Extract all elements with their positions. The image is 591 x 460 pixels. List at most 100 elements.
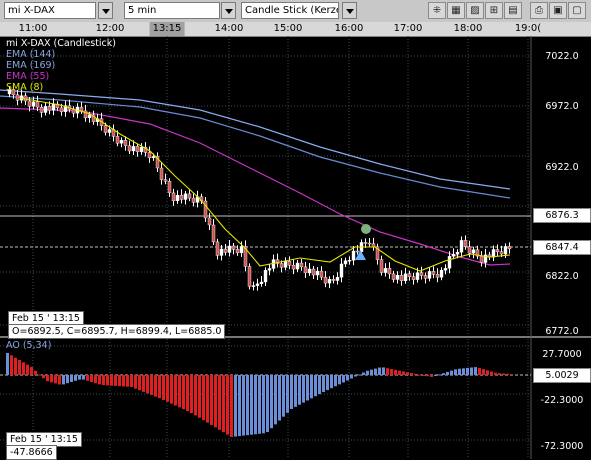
ao-bar: [462, 368, 465, 375]
ao-bar: [102, 375, 105, 386]
ao-bar: [350, 375, 353, 379]
ao-bar: [410, 373, 413, 375]
candle-body: [311, 268, 316, 276]
candle-body: [39, 106, 44, 113]
candlesticks: [7, 85, 512, 291]
ao-bar: [294, 375, 297, 407]
candle-body: [319, 270, 324, 278]
ao-bar: [14, 357, 17, 375]
ao-bar: [474, 367, 477, 375]
candle-body: [395, 274, 400, 280]
ao-bar: [238, 375, 241, 437]
print-icon[interactable]: ⎙: [530, 2, 548, 19]
settings-icon[interactable]: ▣: [549, 2, 567, 19]
ao-bar: [10, 355, 13, 375]
ao-bar: [326, 375, 329, 391]
candle-body: [127, 145, 132, 152]
ao-bar: [58, 375, 61, 385]
ao-bar: [198, 375, 201, 418]
candle-body: [171, 192, 176, 202]
ao-bar: [422, 375, 425, 376]
signal-marker-dot[interactable]: [361, 224, 371, 234]
candle-body: [51, 103, 56, 111]
ao-bar: [210, 375, 213, 425]
ao-bar: [206, 375, 209, 423]
ao-bar: [382, 367, 385, 375]
candle-body: [327, 278, 332, 284]
time-label: 12:00: [95, 23, 125, 34]
ao-bar: [6, 353, 9, 375]
candle-body: [383, 268, 388, 273]
candle-body: [279, 263, 284, 268]
line-tool-icon[interactable]: ⊞: [485, 2, 503, 19]
price-label: 6772.0: [545, 326, 579, 337]
ao-bar: [82, 375, 85, 380]
ao-bar: [54, 375, 57, 384]
candle-body: [227, 245, 232, 253]
candle-body: [27, 100, 32, 107]
candle-body: [339, 263, 344, 278]
instrument-dropdown-button[interactable]: [98, 2, 113, 19]
ao-bar: [266, 375, 269, 433]
ao-bar: [18, 360, 21, 375]
candle-body: [331, 278, 336, 281]
ao-bar: [214, 375, 217, 428]
indicator-tool-icon[interactable]: ▤: [504, 2, 522, 19]
price-label: 6922.0: [545, 162, 579, 173]
interval-dropdown-button[interactable]: [221, 2, 236, 19]
draw-tool-icon[interactable]: ▨: [466, 2, 484, 19]
ao-bar: [66, 375, 69, 384]
signal-marker-triangle[interactable]: [355, 250, 366, 260]
candle-body: [187, 193, 192, 199]
ao-bar: [194, 375, 197, 416]
ema-144-line: [0, 95, 511, 199]
candle-body: [463, 240, 468, 247]
ao-bar: [454, 369, 457, 375]
candle-body: [239, 246, 244, 254]
ao-bar: [30, 367, 33, 375]
candle-body: [455, 252, 460, 255]
crosshair-tool-icon[interactable]: ⁜: [428, 2, 446, 19]
candle-body: [263, 270, 268, 283]
window-icon[interactable]: ▢: [568, 2, 586, 19]
candle-body: [483, 254, 488, 263]
chart-canvas[interactable]: [0, 36, 591, 459]
ao-bar: [242, 375, 245, 436]
time-label: 16:00: [334, 23, 364, 34]
ao-bar: [338, 375, 341, 385]
ao-bar: [118, 375, 121, 387]
ao-bar: [502, 373, 505, 375]
ao-bar: [378, 367, 381, 375]
ao-bar: [486, 370, 489, 375]
candle-body: [439, 269, 444, 278]
candle-body: [247, 266, 252, 287]
ao-bar: [226, 375, 229, 435]
ao-bar: [286, 375, 289, 413]
chart-style-select[interactable]: Candle Stick (Kerze: [241, 2, 339, 19]
candle-body: [251, 285, 256, 287]
ao-bar: [446, 371, 449, 375]
ao-bar: [414, 373, 417, 375]
ao-bar: [190, 375, 193, 413]
candle-body: [491, 249, 496, 258]
chart-style-dropdown-button[interactable]: [342, 2, 357, 19]
ao-bar: [90, 375, 93, 382]
candle-body: [107, 129, 112, 133]
candle-body: [47, 106, 52, 111]
candle-body: [291, 264, 296, 270]
ao-bar: [258, 375, 261, 434]
grid-lines: [0, 36, 531, 459]
instrument-select[interactable]: mi X-DAX: [4, 2, 96, 19]
interval-select[interactable]: 5 min: [124, 2, 220, 19]
zoom-tool-icon[interactable]: ▦: [447, 2, 465, 19]
ao-bar: [166, 375, 169, 402]
ao-bar: [342, 375, 345, 383]
legend-sma-8: SMA (8): [6, 82, 44, 93]
candle-body: [323, 276, 328, 284]
candle-body: [115, 136, 120, 144]
candle-body: [499, 251, 504, 255]
candle-body: [479, 255, 484, 263]
candle-body: [259, 281, 264, 284]
ao-bar: [94, 375, 97, 384]
ao-bar: [386, 368, 389, 375]
